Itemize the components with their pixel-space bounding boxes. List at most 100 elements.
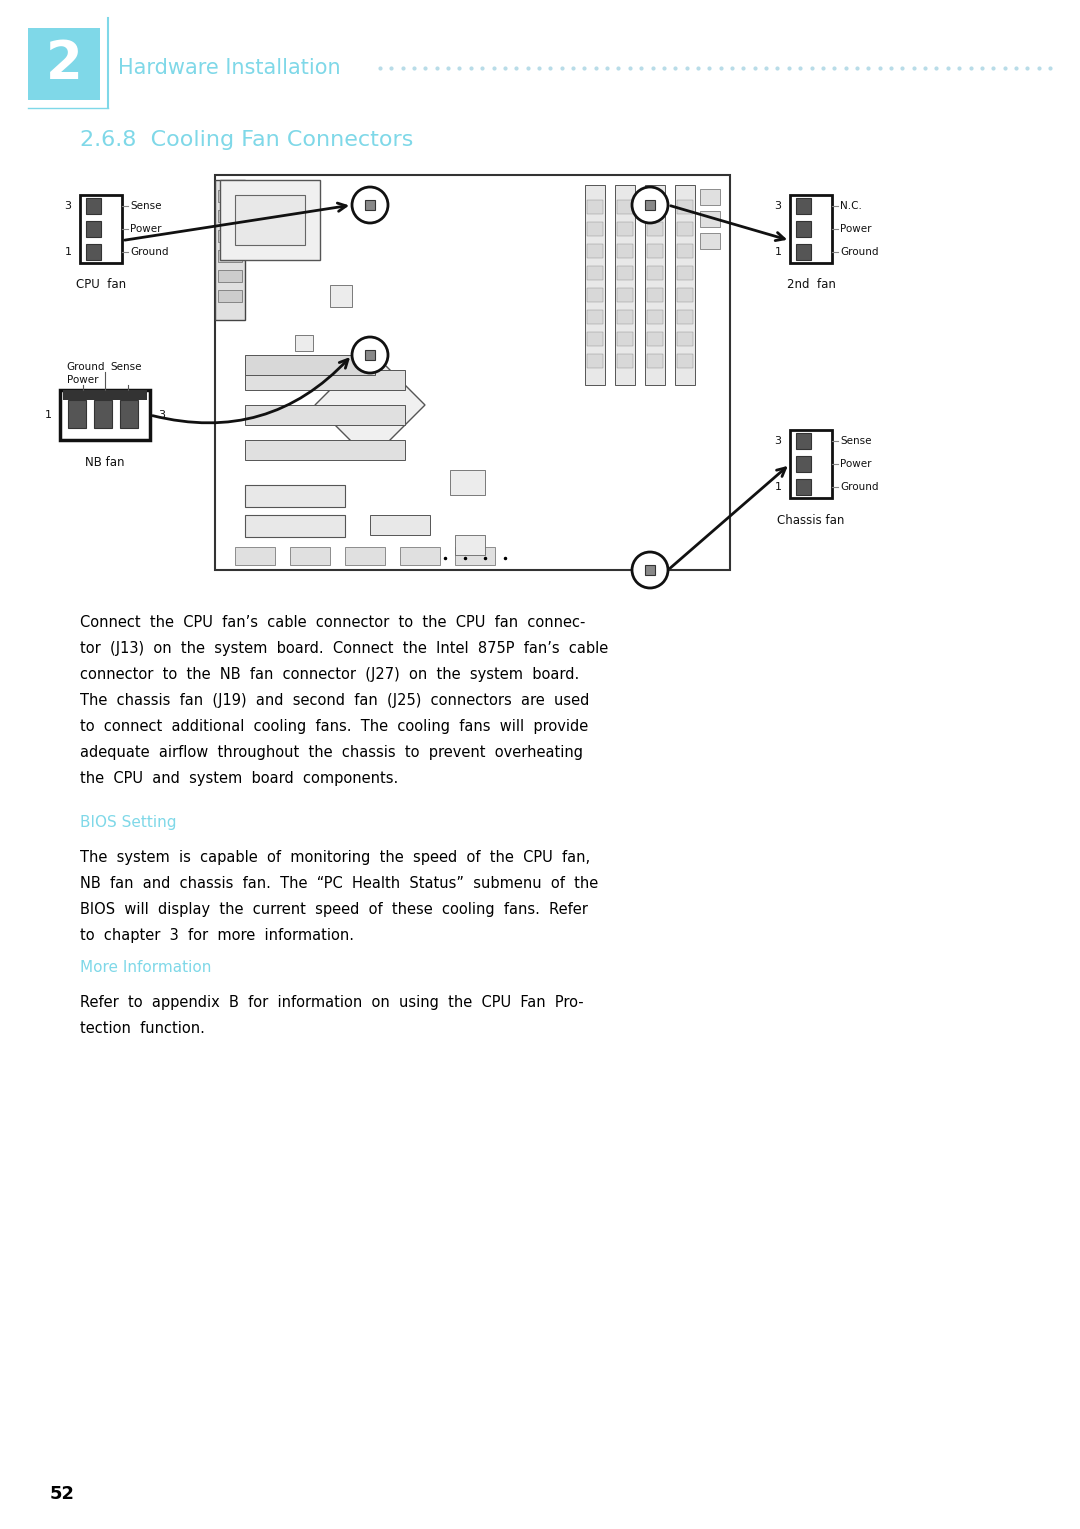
Text: 3: 3 [774,202,782,211]
Circle shape [352,336,388,373]
Polygon shape [315,350,426,460]
Bar [455,547,495,566]
Bar [647,310,663,324]
Bar [94,401,112,428]
Bar [588,287,603,303]
Bar [617,245,633,258]
Bar [647,266,663,280]
Text: Chassis fan: Chassis fan [778,514,845,526]
Text: 1: 1 [774,246,782,257]
Text: Power: Power [67,375,98,385]
Bar [215,180,245,320]
Bar [245,485,345,508]
Bar [588,332,603,346]
Bar [245,440,405,460]
Bar [700,232,720,249]
Text: tection  function.: tection function. [80,1021,205,1037]
Bar [291,547,330,566]
Bar [245,515,345,537]
Bar [218,190,242,202]
Bar [796,479,811,494]
Text: N.C.: N.C. [840,202,862,211]
Bar [647,287,663,303]
Bar [645,200,654,209]
Circle shape [632,552,669,589]
Bar [235,547,275,566]
Bar [345,547,384,566]
Text: NB fan: NB fan [85,456,125,468]
Text: 3: 3 [65,202,71,211]
Text: BIOS  will  display  the  current  speed  of  these  cooling  fans.  Refer: BIOS will display the current speed of t… [80,902,588,917]
Bar [585,185,605,385]
Text: the  CPU  and  system  board  components.: the CPU and system board components. [80,771,399,786]
Bar [588,310,603,324]
Bar [218,271,242,281]
Bar [796,199,811,214]
Bar [675,185,696,385]
Text: CPU  fan: CPU fan [76,278,126,292]
Bar [245,355,375,375]
Bar [588,245,603,258]
Bar [677,222,693,235]
Bar [677,332,693,346]
Text: Ground: Ground [840,246,878,257]
Text: 2: 2 [45,38,82,90]
Text: Ground: Ground [67,362,105,372]
Text: Hardware Installation: Hardware Installation [118,58,340,78]
Text: 52: 52 [50,1485,75,1503]
Text: 3: 3 [159,410,165,420]
Bar [700,190,720,205]
Bar [245,370,405,390]
Bar [400,547,440,566]
Text: NB  fan  and  chassis  fan.  The  “PC  Health  Status”  submenu  of  the: NB fan and chassis fan. The “PC Health S… [80,876,598,891]
Text: 1: 1 [44,410,52,420]
Text: to  connect  additional  cooling  fans.  The  cooling  fans  will  provide: to connect additional cooling fans. The … [80,719,589,734]
Bar [365,350,375,359]
Text: 2.6.8  Cooling Fan Connectors: 2.6.8 Cooling Fan Connectors [80,130,414,150]
Bar [218,251,242,261]
Bar [120,401,138,428]
Bar [796,456,811,472]
Bar [220,180,320,260]
Bar [588,222,603,235]
Bar [647,332,663,346]
Text: BIOS Setting: BIOS Setting [80,815,176,830]
Text: 2nd  fan: 2nd fan [786,278,836,292]
Bar [370,515,430,535]
Bar [617,287,633,303]
Text: Connect  the  CPU  fan’s  cable  connector  to  the  CPU  fan  connec-: Connect the CPU fan’s cable connector to… [80,615,585,630]
Text: Sense: Sense [130,202,162,211]
Bar [789,430,832,498]
Bar [330,284,352,307]
Bar [677,266,693,280]
Text: Sense: Sense [110,362,141,372]
Text: adequate  airflow  throughout  the  chassis  to  prevent  overheating: adequate airflow throughout the chassis … [80,745,583,760]
Bar [218,291,242,303]
Bar [235,196,305,245]
Text: Power: Power [840,225,872,234]
Text: connector  to  the  NB  fan  connector  (J27)  on  the  system  board.: connector to the NB fan connector (J27) … [80,667,579,682]
Bar [588,355,603,368]
Bar [365,200,375,209]
Text: The  chassis  fan  (J19)  and  second  fan  (J25)  connectors  are  used: The chassis fan (J19) and second fan (J2… [80,693,590,708]
Bar [617,200,633,214]
Bar [86,199,102,214]
Bar [700,211,720,226]
Bar [245,405,405,425]
Text: 1: 1 [65,246,71,257]
Bar [218,229,242,242]
Bar [218,209,242,222]
Bar [295,335,313,352]
Circle shape [632,187,669,223]
Text: More Information: More Information [80,960,212,976]
Bar [796,222,811,237]
Bar [677,310,693,324]
Bar [588,266,603,280]
Text: tor  (J13)  on  the  system  board.  Connect  the  Intel  875P  fan’s  cable: tor (J13) on the system board. Connect t… [80,641,608,656]
Text: Sense: Sense [840,436,872,446]
Bar [677,287,693,303]
Bar [677,200,693,214]
Bar [796,243,811,260]
Bar [647,222,663,235]
Bar [796,433,811,450]
